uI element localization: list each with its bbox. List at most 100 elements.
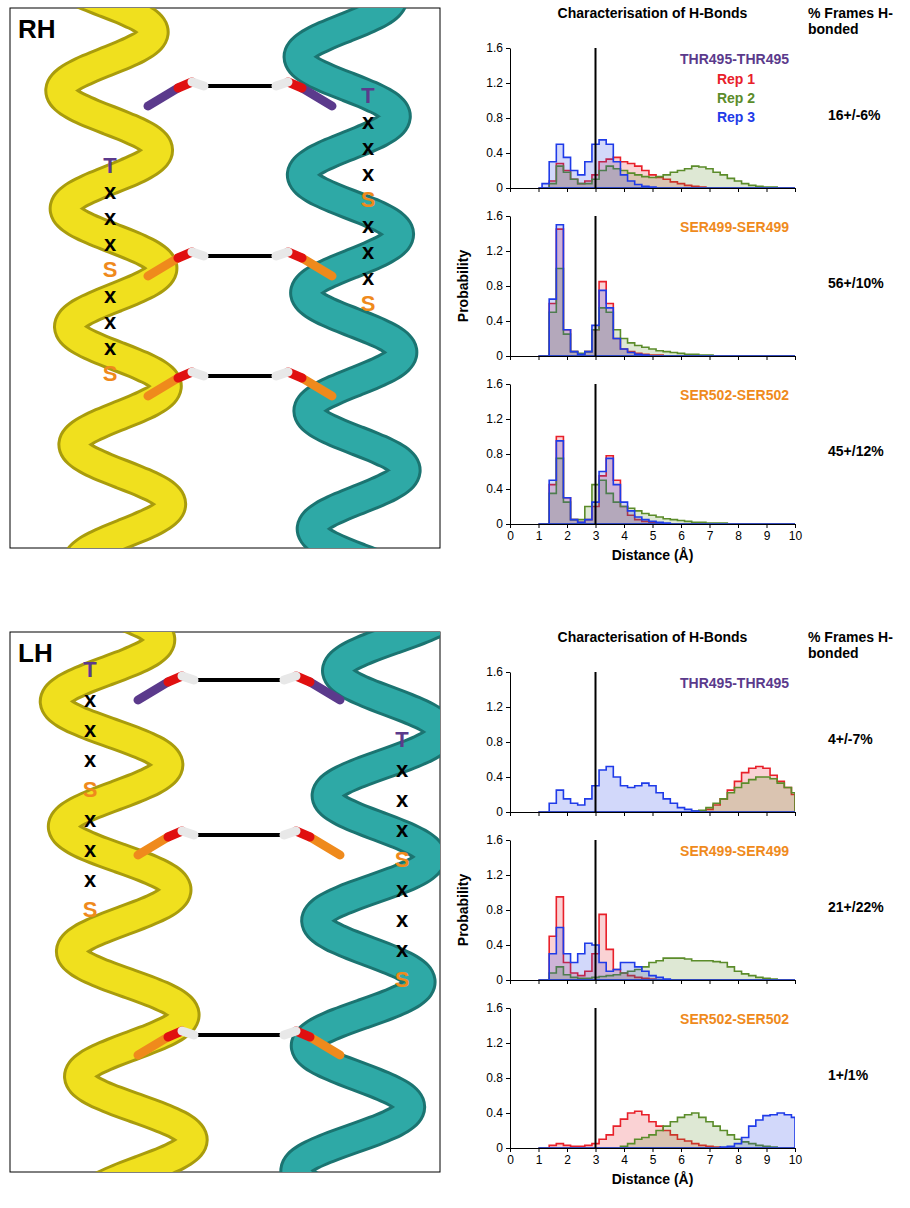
y-tick-mark — [506, 777, 510, 778]
chart-title: THR495-THR495 — [680, 51, 789, 67]
y-tick-label: 0.4 — [486, 146, 503, 160]
y-tick-mark — [506, 840, 510, 841]
x-tick — [738, 980, 739, 984]
x-axis-title: Distance (Å) — [612, 1171, 694, 1187]
x-tick-label: 3 — [593, 1153, 600, 1167]
cutoff-line — [595, 384, 597, 524]
helix-letter: x — [396, 907, 409, 932]
y-axis: 00.40.81.21.6 — [486, 665, 510, 819]
y-tick-mark — [506, 419, 510, 420]
helix-letter: S — [395, 967, 410, 992]
diagram — [55, 632, 440, 1172]
y-tick-mark — [506, 1078, 510, 1079]
y-tick-mark — [506, 910, 510, 911]
residue-hydrogen — [192, 372, 204, 376]
chart-title: THR495-THR495 — [680, 675, 789, 691]
legend-entry: Rep 1 — [717, 71, 755, 87]
x-tick-mark — [795, 980, 796, 984]
x-tick-mark — [567, 1148, 568, 1152]
y-tick: 1.2 — [486, 412, 510, 426]
x-tick — [653, 188, 654, 192]
x-tick-mark — [738, 356, 739, 360]
x-tick: 2 — [564, 1148, 571, 1167]
x-tick — [653, 980, 654, 984]
y-tick-mark — [506, 489, 510, 490]
x-tick-mark — [539, 812, 540, 816]
y-tick-mark — [506, 812, 510, 813]
panel-heading: Characterisation of H-Bonds — [558, 5, 748, 21]
series-area — [539, 437, 796, 525]
plot-marks — [539, 840, 796, 980]
helix-ribbon — [60, 8, 171, 548]
helix-ribbon — [299, 8, 406, 548]
x-tick: 8 — [735, 1148, 742, 1167]
helix-letter: x — [84, 807, 97, 832]
legend-entry: Rep 3 — [717, 109, 755, 125]
residue-stick — [310, 1037, 340, 1055]
residue-hydrogen — [284, 1031, 296, 1035]
x-tick — [767, 812, 768, 816]
series-area — [539, 767, 796, 813]
x-tick — [681, 980, 682, 984]
y-axis-line — [510, 217, 511, 357]
x-tick — [539, 812, 540, 816]
x-tick: 2 — [564, 524, 571, 543]
x-tick: 10 — [789, 524, 803, 543]
residue-hydrogen — [192, 252, 204, 256]
y-tick-label: 0.8 — [486, 279, 503, 293]
series-area — [539, 1111, 796, 1148]
residue-stick — [302, 258, 332, 276]
y-axis-line — [510, 385, 511, 525]
x-tick-mark — [738, 1148, 739, 1152]
x-tick — [596, 356, 597, 360]
residue-stick — [148, 378, 178, 396]
x-tick-mark — [681, 524, 682, 528]
x-tick: 0 — [507, 1148, 514, 1167]
x-tick-mark — [596, 524, 597, 528]
series-area — [539, 225, 796, 356]
x-tick — [567, 188, 568, 192]
y-tick-label: 0 — [496, 973, 503, 987]
x-tick: 9 — [764, 1148, 771, 1167]
x-tick-label: 9 — [764, 529, 771, 543]
x-tick-mark — [510, 1148, 511, 1152]
cutoff-line — [595, 48, 597, 188]
x-tick-label: 8 — [735, 1153, 742, 1167]
x-tick-mark — [738, 524, 739, 528]
text-line: % Frames H- — [808, 629, 893, 645]
y-axis-title: Probability — [455, 874, 471, 947]
y-tick-label: 0.4 — [486, 938, 503, 952]
series-area — [539, 229, 796, 356]
x-tick-mark — [710, 188, 711, 192]
y-tick: 0.4 — [486, 146, 510, 160]
x-tick-mark — [653, 188, 654, 192]
y-tick-label: 1.2 — [486, 76, 503, 90]
x-tick: 6 — [678, 524, 685, 543]
chart: 00.40.81.21.6012345678910SER502-SER5021+… — [486, 1001, 868, 1187]
helix-edge — [55, 632, 193, 1172]
helix-letter: T — [83, 657, 97, 682]
y-tick-mark — [506, 188, 510, 189]
frames-percentage: 4+/-7% — [828, 731, 873, 747]
x-tick — [795, 188, 796, 192]
helix-ribbon — [295, 632, 440, 1172]
residue-hydrogen — [276, 372, 288, 376]
plot-marks — [539, 1008, 796, 1148]
y-tick-label: 1.6 — [486, 41, 503, 55]
x-tick-mark — [653, 356, 654, 360]
helix-letter: S — [361, 187, 376, 212]
residue-stick — [302, 88, 332, 106]
x-tick — [710, 356, 711, 360]
y-tick-mark — [506, 672, 510, 673]
x-tick: 1 — [536, 1148, 543, 1167]
series-area — [539, 928, 796, 981]
y-axis-line — [510, 673, 511, 813]
x-tick-mark — [681, 356, 682, 360]
helix-letter: x — [396, 937, 409, 962]
x-tick-mark — [767, 188, 768, 192]
y-tick-label: 1.2 — [486, 412, 503, 426]
y-tick-mark — [506, 1113, 510, 1114]
helix-letter: S — [83, 777, 98, 802]
x-tick-mark — [567, 356, 568, 360]
x-tick-mark — [653, 812, 654, 816]
